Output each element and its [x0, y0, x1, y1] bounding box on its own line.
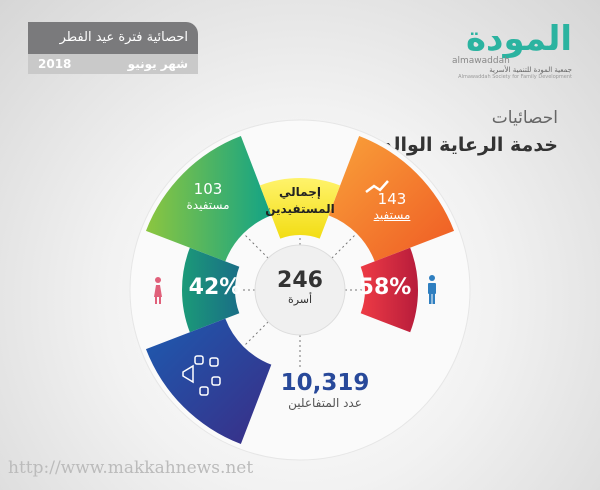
- male-beneficiaries: 143 مستفيد: [352, 190, 432, 222]
- interactions: 10,319 عدد المتفاعلين: [270, 370, 380, 410]
- month: شهر يونيو: [127, 57, 188, 71]
- male-percent-sector: [360, 247, 418, 333]
- female-beneficiaries: 103 مستفيدة: [168, 180, 248, 212]
- period-title: احصائية فترة عيد الفطر: [28, 22, 198, 54]
- social-media-megaphone-icon: [182, 355, 221, 396]
- year: 2018: [38, 57, 72, 71]
- female-label: مستفيدة: [186, 198, 230, 212]
- female-percent: 42%: [188, 275, 242, 300]
- dotted-connector: [243, 321, 269, 347]
- watermark: http://www.makkahnews.net: [8, 458, 254, 478]
- logo-org-en: Almawaddah Society for Family Developmen…: [458, 74, 572, 80]
- female-count: 103: [193, 180, 223, 198]
- male-percent: 58%: [358, 275, 412, 300]
- logo-arabic: المودة: [465, 19, 572, 59]
- interactions-sector: [145, 318, 272, 445]
- female-percent-sector: [182, 247, 240, 333]
- families: 246 أسرة: [260, 268, 340, 306]
- male-beneficiaries-sector: [328, 135, 455, 262]
- male-label: مستفيد: [373, 208, 411, 222]
- logo: المودة almawaddah جمعية المودة للتنمية ا…: [452, 22, 572, 80]
- interactions-count: 10,319: [280, 370, 370, 396]
- dotted-connector: [243, 233, 269, 259]
- dotted-connector: [331, 233, 357, 259]
- logo-latin: almawaddah: [452, 56, 510, 66]
- families-count: 246: [277, 268, 323, 293]
- section-subtitle: احصائيات: [491, 108, 558, 128]
- total-beneficiaries-label: إجمالي المستفيدين: [265, 185, 335, 216]
- interactions-label: عدد المتفاعلين: [288, 396, 362, 410]
- male-count: 143: [377, 190, 407, 208]
- center-circle: [254, 244, 346, 336]
- logo-org-ar: جمعية المودة للتنمية الأسرية: [489, 66, 572, 74]
- families-label: أسرة: [287, 293, 313, 306]
- section-title: خدمة الرعاية الوالدية: [363, 134, 558, 156]
- female-beneficiaries-sector: [145, 135, 272, 262]
- total-beneficiaries-sector: [259, 178, 341, 239]
- period-badge: احصائية فترة عيد الفطر 2018 شهر يونيو: [28, 22, 198, 74]
- female-person-icon: [154, 277, 162, 304]
- male-person-icon: [428, 275, 436, 304]
- trend-up-icon: [365, 180, 389, 193]
